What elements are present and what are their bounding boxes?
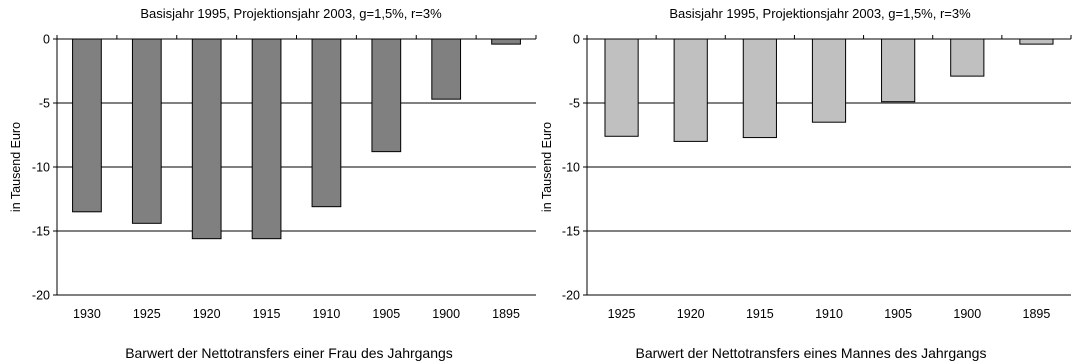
- x-tick-label: 1925: [133, 307, 161, 321]
- y-axis-label: in Tausend Euro: [540, 122, 554, 212]
- y-tick-label: -10: [562, 161, 580, 175]
- bar-1900: [431, 38, 462, 100]
- bar-1895: [491, 38, 521, 45]
- bar-1900: [950, 38, 985, 77]
- bar-1910: [811, 38, 847, 123]
- bar-chart-men: Basisjahr 1995, Projektionsjahr 2003, g=…: [540, 6, 1072, 361]
- y-tick-label: -5: [39, 97, 50, 111]
- bar-1925: [604, 38, 639, 137]
- bar-1930: [72, 38, 102, 213]
- x-axis-label: Barwert der Nettotransfers einer Frau de…: [125, 345, 453, 361]
- x-tick-label: 1900: [953, 307, 981, 321]
- x-tick-label: 1905: [372, 307, 400, 321]
- y-tick-label: -5: [569, 97, 580, 111]
- y-tick-label: -20: [562, 289, 580, 303]
- chart-title: Basisjahr 1995, Projektionsjahr 2003, g=…: [669, 6, 971, 21]
- bar-1925: [131, 38, 162, 224]
- y-axis-label: in Tausend Euro: [9, 122, 23, 212]
- y-tick-label: -10: [32, 161, 50, 175]
- bar-1895: [1019, 38, 1054, 45]
- x-tick-label: 1930: [73, 307, 101, 321]
- y-tick-label: -15: [32, 225, 50, 239]
- bar-1905: [371, 38, 402, 153]
- x-tick-label: 1895: [492, 307, 520, 321]
- x-tick-label: 1920: [193, 307, 221, 321]
- y-tick-label: -20: [32, 289, 50, 303]
- x-tick-label: 1905: [884, 307, 912, 321]
- y-tick-label: 0: [573, 33, 580, 47]
- x-tick-label: 1925: [608, 307, 636, 321]
- x-tick-label: 1915: [746, 307, 774, 321]
- bar-1920: [191, 38, 222, 240]
- y-tick-label: -15: [562, 225, 580, 239]
- bar-1910: [311, 38, 342, 208]
- chart-panel-women: Basisjahr 1995, Projektionsjahr 2003, g=…: [9, 6, 537, 361]
- x-tick-label: 1895: [1023, 307, 1051, 321]
- bar-1920: [673, 38, 708, 142]
- y-tick-label: 0: [43, 33, 50, 47]
- bar-1915: [742, 38, 777, 139]
- chart-panel-men: Basisjahr 1995, Projektionsjahr 2003, g=…: [537, 0, 1073, 364]
- bar-1905: [881, 38, 916, 103]
- bar-1915: [251, 38, 282, 240]
- x-tick-label: 1910: [815, 307, 843, 321]
- x-tick-label: 1920: [677, 307, 705, 321]
- x-axis-label: Barwert der Nettotransfers eines Mannes …: [636, 345, 987, 361]
- bar-chart-women: Basisjahr 1995, Projektionsjahr 2003, g=…: [9, 6, 537, 361]
- x-tick-label: 1910: [313, 307, 341, 321]
- chart-title: Basisjahr 1995, Projektionsjahr 2003, g=…: [140, 6, 442, 21]
- x-tick-label: 1900: [432, 307, 460, 321]
- x-tick-label: 1915: [253, 307, 281, 321]
